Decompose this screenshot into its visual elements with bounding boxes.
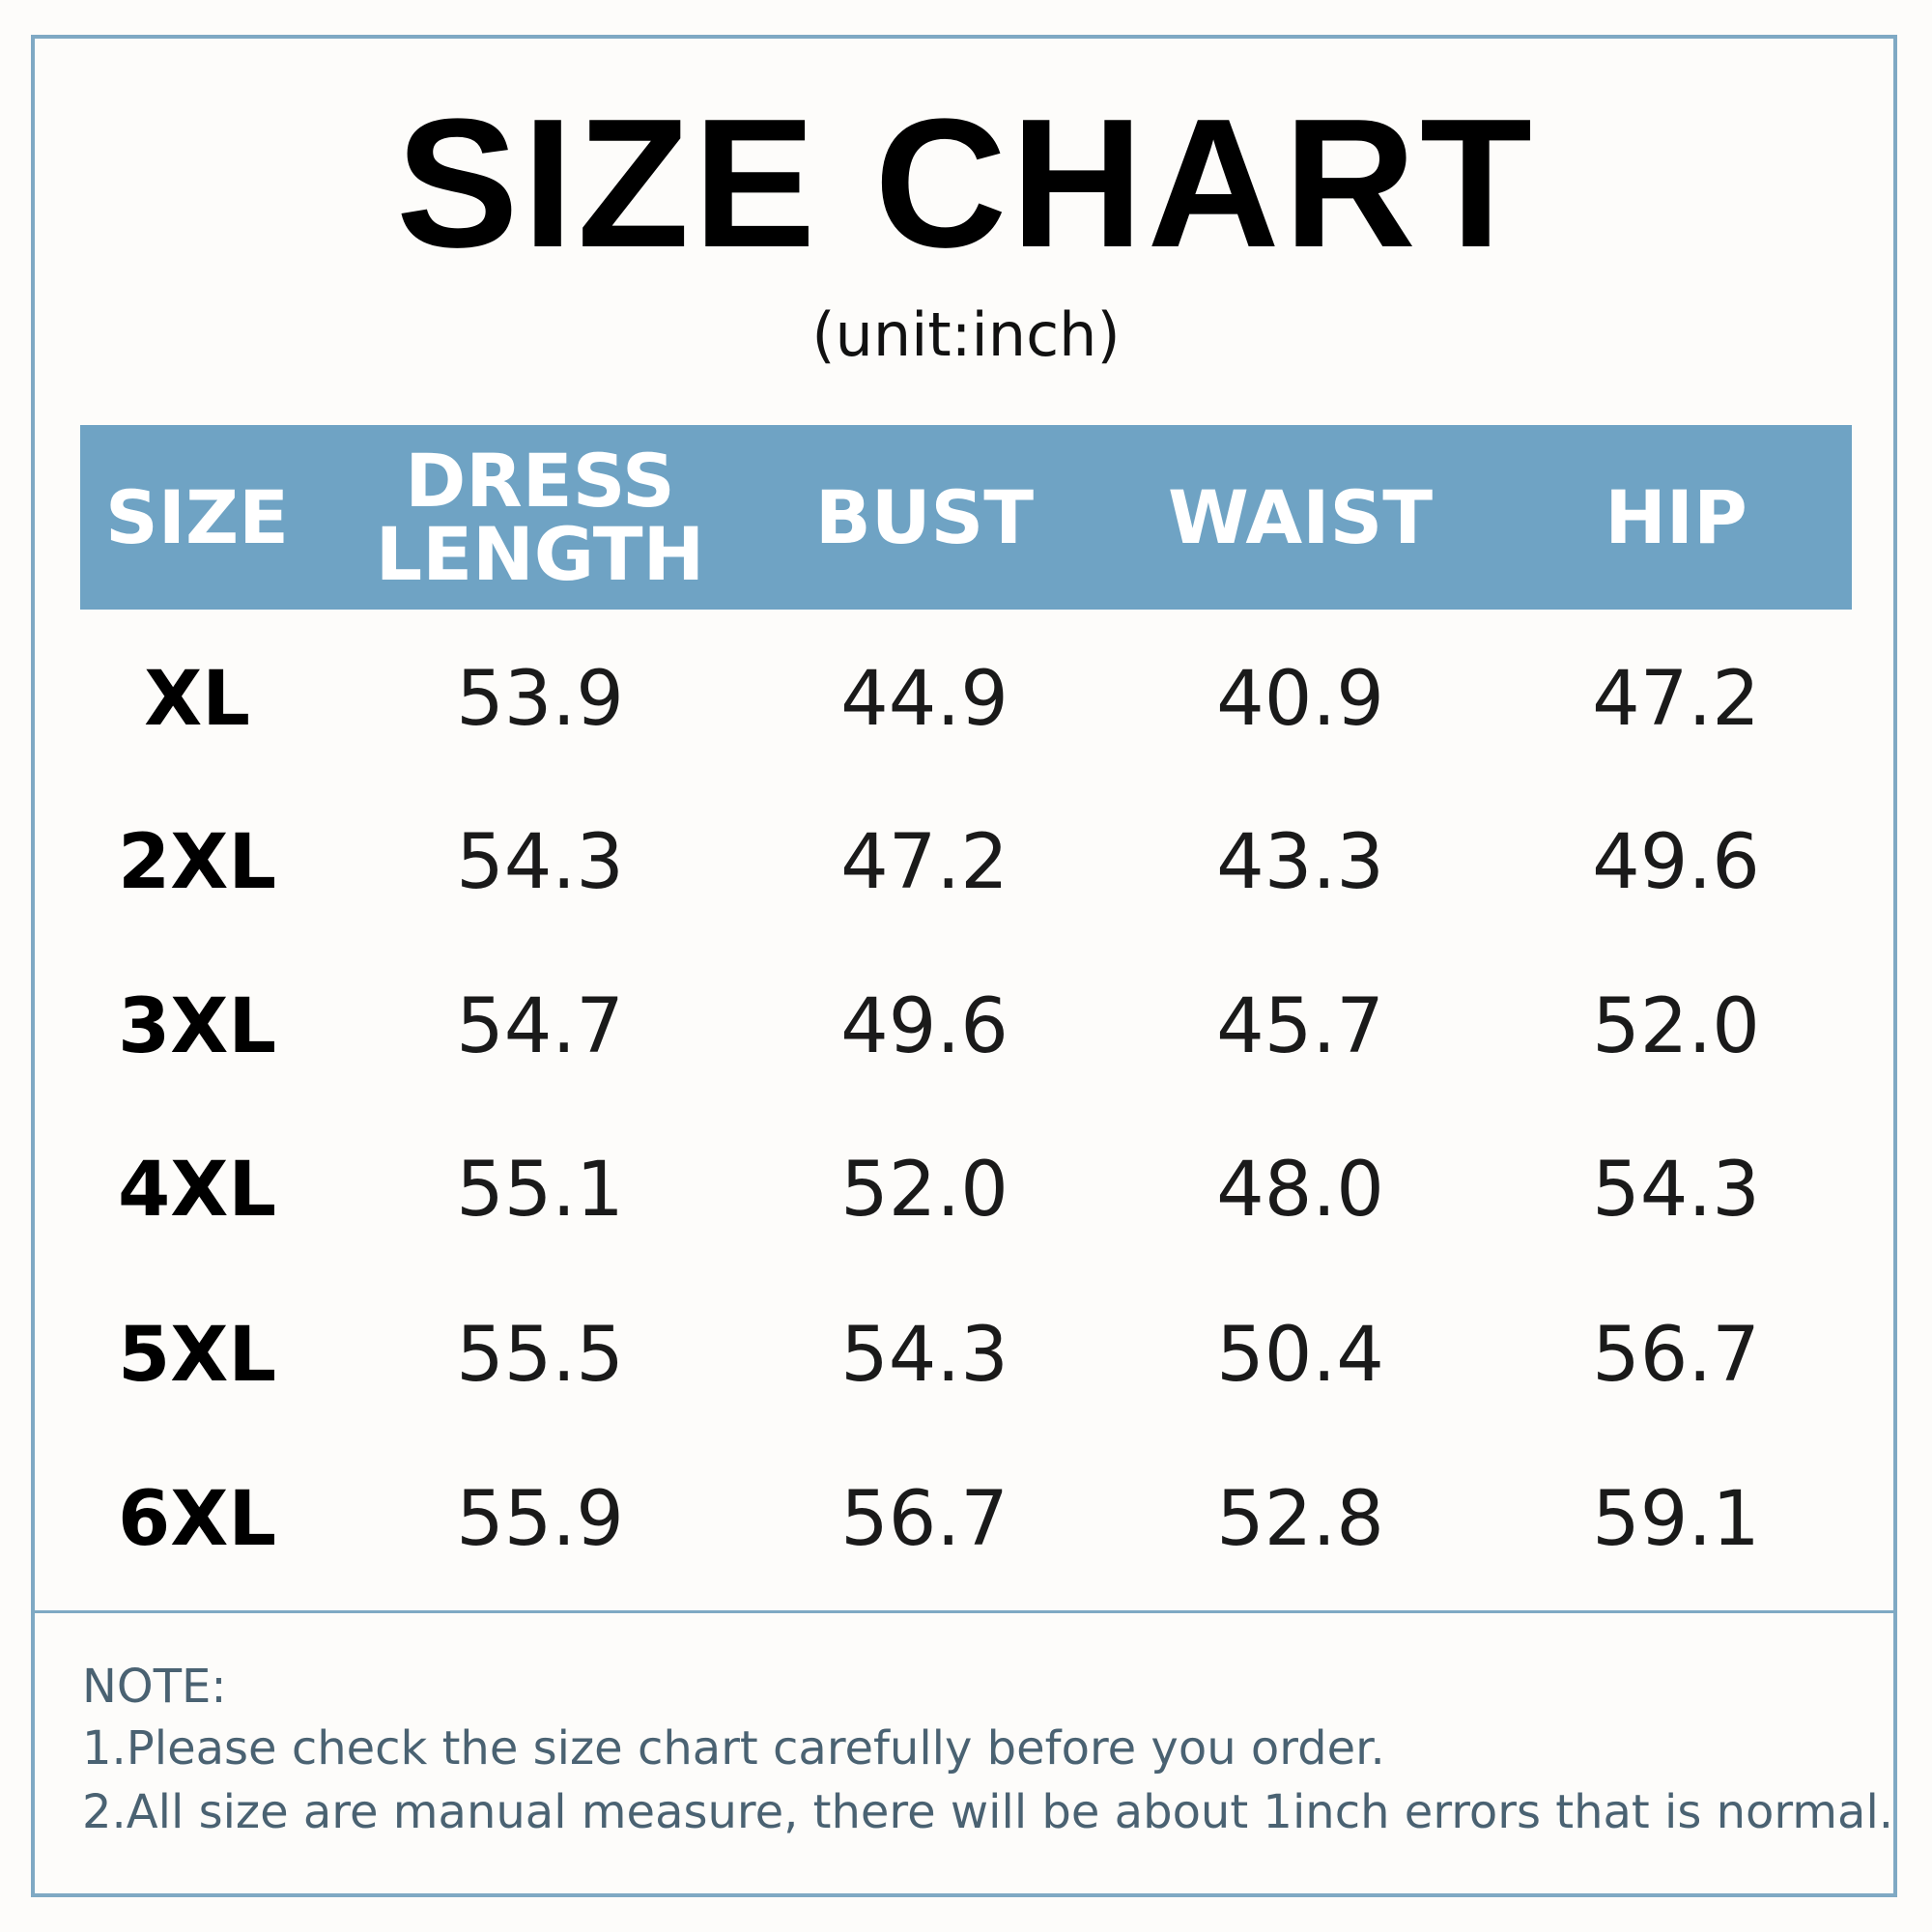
- measurement: 56.7: [1592, 1312, 1760, 1399]
- measurement: 52.0: [840, 1147, 1009, 1234]
- column-header: HIP: [1605, 473, 1747, 560]
- size-label: XL: [144, 656, 250, 743]
- measurement: 43.3: [1216, 819, 1384, 906]
- measurement: 56.7: [840, 1476, 1009, 1563]
- size-label: 4XL: [117, 1147, 277, 1234]
- measurement: 54.3: [456, 819, 624, 906]
- measurement: 44.9: [840, 656, 1009, 743]
- subtitle: (unit:inch): [811, 299, 1121, 370]
- frame: [31, 35, 1897, 1897]
- measurement: 45.7: [1216, 983, 1384, 1070]
- measurement: 40.9: [1216, 656, 1384, 743]
- column-header: DRESS LENGTH: [375, 437, 705, 597]
- measurement: 54.3: [840, 1312, 1009, 1399]
- size-label: 3XL: [117, 983, 277, 1070]
- measurement: 49.6: [1592, 819, 1760, 906]
- measurement: 54.7: [456, 983, 624, 1070]
- size-label: 5XL: [117, 1312, 277, 1399]
- measurement: 48.0: [1216, 1147, 1384, 1234]
- measurement: 47.2: [840, 819, 1009, 906]
- measurement: 55.1: [456, 1147, 624, 1234]
- note-line: 1.Please check the size chart carefully …: [82, 1721, 1385, 1776]
- measurement: 49.6: [840, 983, 1009, 1070]
- title: SIZE CHART: [396, 81, 1536, 286]
- measurement: 55.9: [456, 1476, 624, 1563]
- measurement: 52.0: [1592, 983, 1760, 1070]
- separator: [35, 1610, 1897, 1613]
- measurement: 52.8: [1216, 1476, 1384, 1563]
- measurement: 59.1: [1592, 1476, 1760, 1563]
- column-header: BUST: [814, 473, 1035, 560]
- size-label: 6XL: [117, 1476, 277, 1563]
- header-band: [80, 425, 1852, 610]
- measurement: 53.9: [456, 656, 624, 743]
- measurement: 50.4: [1216, 1312, 1384, 1399]
- size-label: 2XL: [117, 819, 277, 906]
- note-line: 2.All size are manual measure, there wil…: [82, 1785, 1894, 1839]
- note-line: NOTE:: [82, 1660, 227, 1714]
- column-header: SIZE: [104, 473, 290, 560]
- measurement: 54.3: [1592, 1147, 1760, 1234]
- measurement: 55.5: [456, 1312, 624, 1399]
- measurement: 47.2: [1592, 656, 1760, 743]
- column-header: WAIST: [1167, 473, 1434, 560]
